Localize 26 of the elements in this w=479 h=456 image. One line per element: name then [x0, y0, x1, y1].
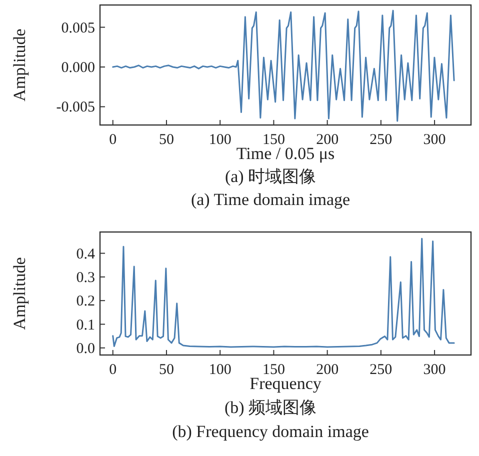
line-series [112, 10, 455, 122]
x-tick-label: 0 [109, 362, 117, 378]
y-axis-title: Amplitude [10, 28, 29, 102]
text: (a) 时域图像 [224, 167, 316, 186]
y-tick-label: 0.000 [61, 60, 95, 76]
x-tick-label: 300 [423, 362, 446, 378]
text: (b) Frequency domain image [172, 422, 369, 441]
x-tick-label: 250 [370, 362, 392, 378]
x-tick-label: 50 [158, 362, 174, 378]
x-tick-label: 50 [158, 132, 174, 148]
y-axis-title: Amplitude [10, 257, 29, 330]
text: (a) Time domain image [190, 190, 350, 209]
text: (b) 频域图像 [224, 398, 317, 417]
y-tick-label: 0.0 [76, 340, 95, 357]
x-tick-label: 250 [370, 132, 392, 148]
x-tick-label: 0 [109, 132, 117, 148]
x-tick-label: 300 [423, 132, 446, 148]
x-tick-label: 100 [208, 132, 232, 148]
y-tick-label: 0.2 [76, 294, 95, 310]
x-tick-label: 100 [208, 362, 232, 378]
y-tick-label: -0.005 [56, 100, 95, 116]
y-tick-label: 0.3 [76, 270, 95, 286]
line-series [112, 238, 455, 348]
y-tick-label: 0.005 [61, 20, 95, 36]
y-tick-label: 0.1 [76, 317, 95, 334]
y-tick-label: 0.4 [76, 246, 96, 262]
